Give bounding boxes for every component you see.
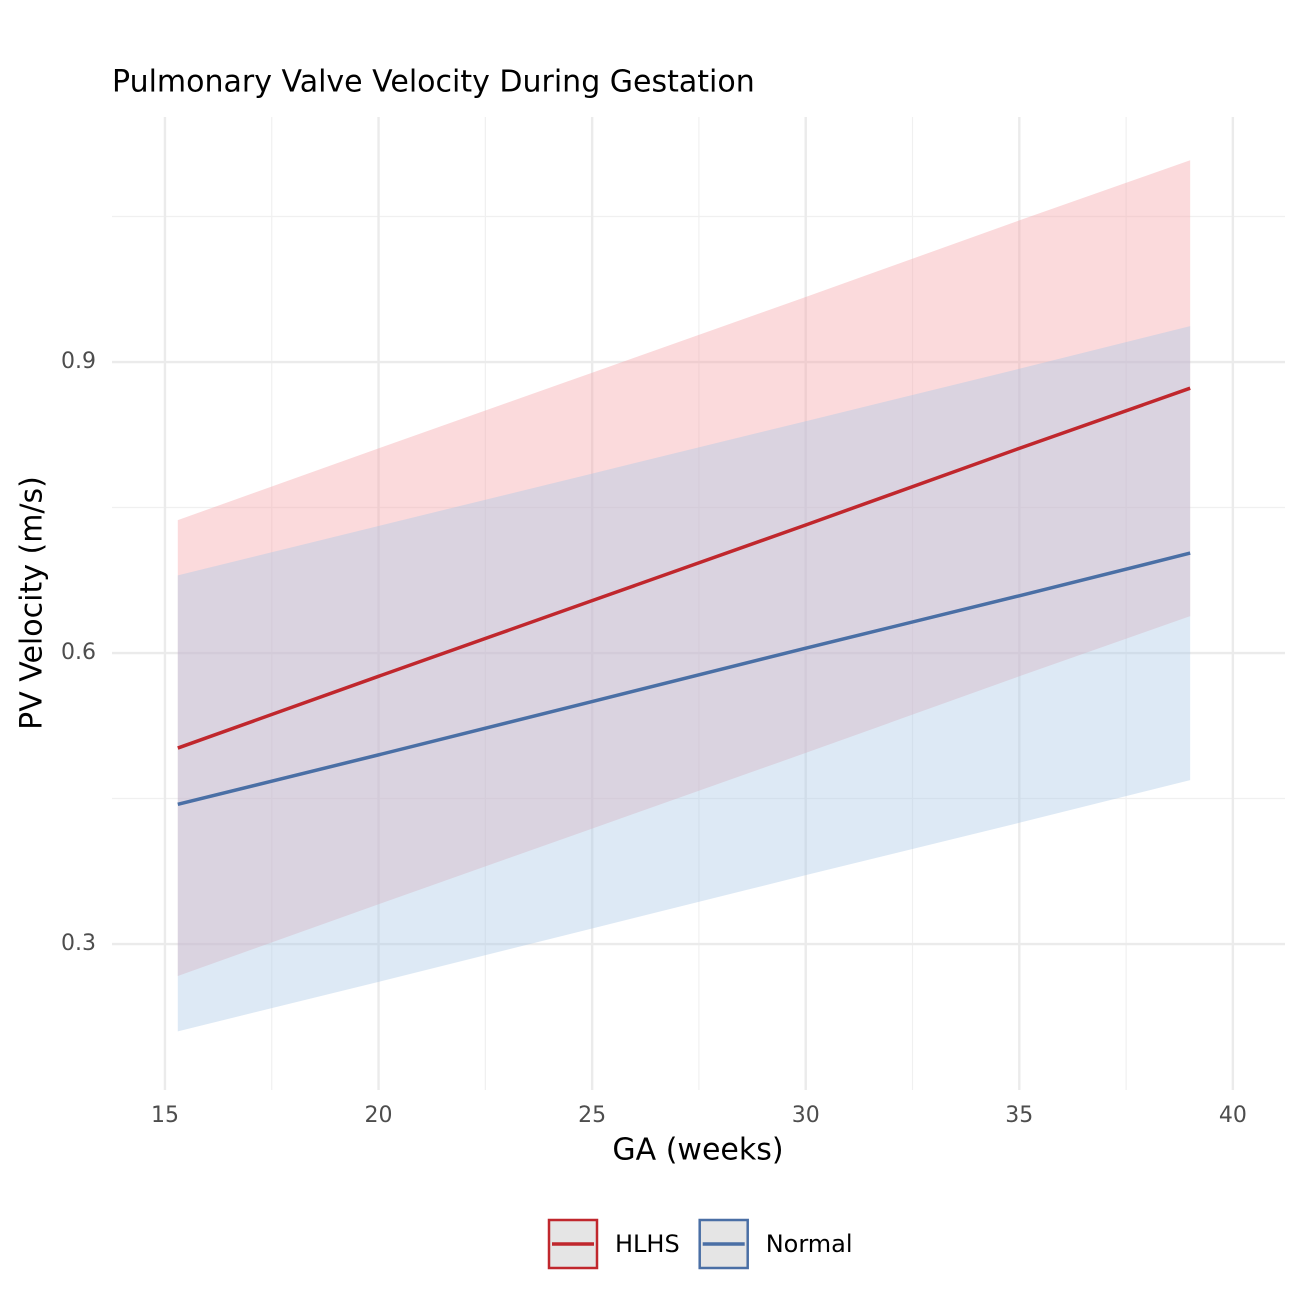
legend-item: Normal [698,1218,853,1270]
y-axis-label: PV Velocity (m/s) [15,476,50,730]
x-axis-label: GA (weeks) [612,1133,783,1168]
x-tick-label: 30 [792,1103,820,1128]
legend-item: HLHS [547,1218,680,1270]
y-tick-label: 0.9 [61,349,96,374]
x-tick-label: 15 [151,1103,179,1128]
y-tick-label: 0.6 [61,640,96,665]
line [177,551,1191,807]
line [177,386,1191,750]
legend-label: HLHS [615,1230,680,1258]
x-tick-label: 20 [365,1103,393,1128]
y-tick-label: 0.3 [61,931,96,956]
x-tick-label: 35 [1005,1103,1033,1128]
chart-title: Pulmonary Valve Velocity During Gestatio… [112,65,755,100]
x-tick-label: 40 [1219,1103,1247,1128]
x-tick-label: 25 [578,1103,606,1128]
legend-label: Normal [766,1230,853,1258]
